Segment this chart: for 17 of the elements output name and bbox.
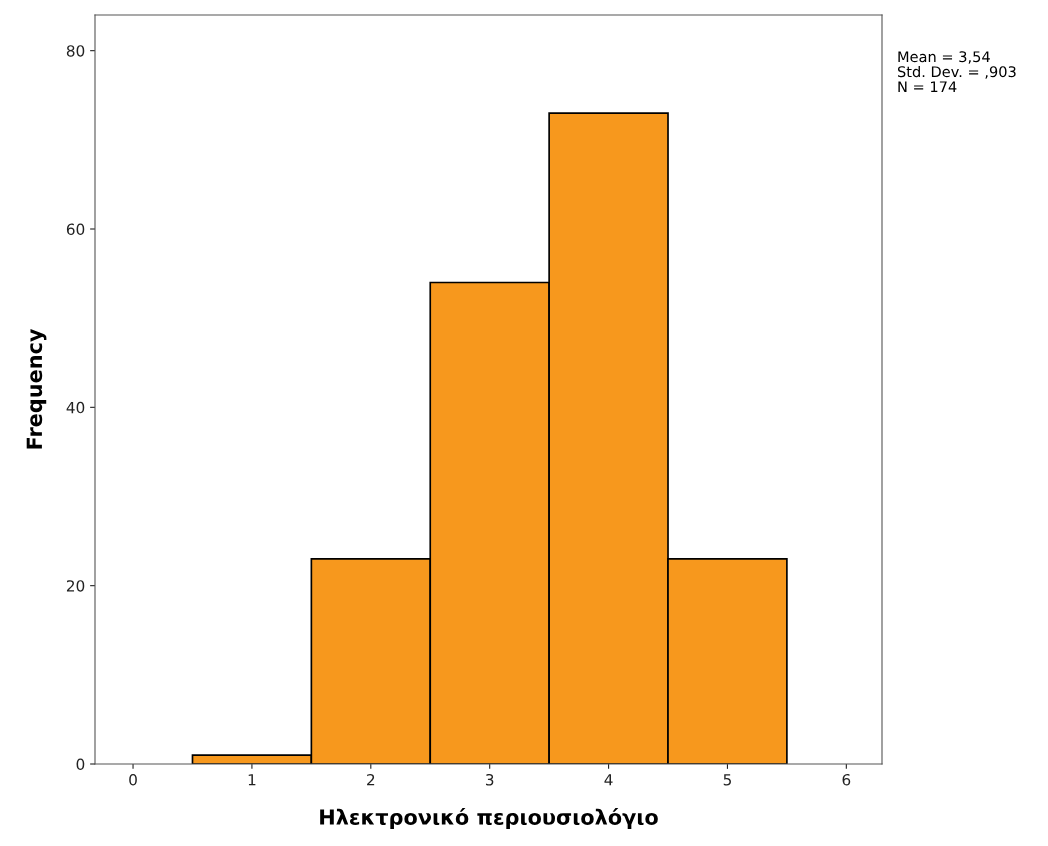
x-tick-label: 3 [485,773,494,786]
x-tick-label: 2 [367,773,375,786]
text: N = 174 [898,81,957,93]
x-tick-label: 6 [842,773,851,786]
y-tick-label: 20 [66,580,85,592]
text: Std. Dev. = ,903 [897,65,1016,79]
x-tick-label: 1 [248,774,256,786]
y-tick-label: 60 [66,223,85,236]
text: Mean = 3,54 [898,51,990,64]
x-tick-label: 4 [604,774,613,786]
x-tick-label: 5 [723,774,731,786]
y-tick-label: 80 [66,45,85,57]
y-axis-title: Frequency [26,328,47,449]
x-axis-title: Ηλεκτρονικό περιουσιολόγιο [320,807,658,829]
x-tick-label: 0 [129,773,137,786]
y-tick-label: 0 [76,758,85,771]
y-tick-label: 40 [66,401,85,414]
